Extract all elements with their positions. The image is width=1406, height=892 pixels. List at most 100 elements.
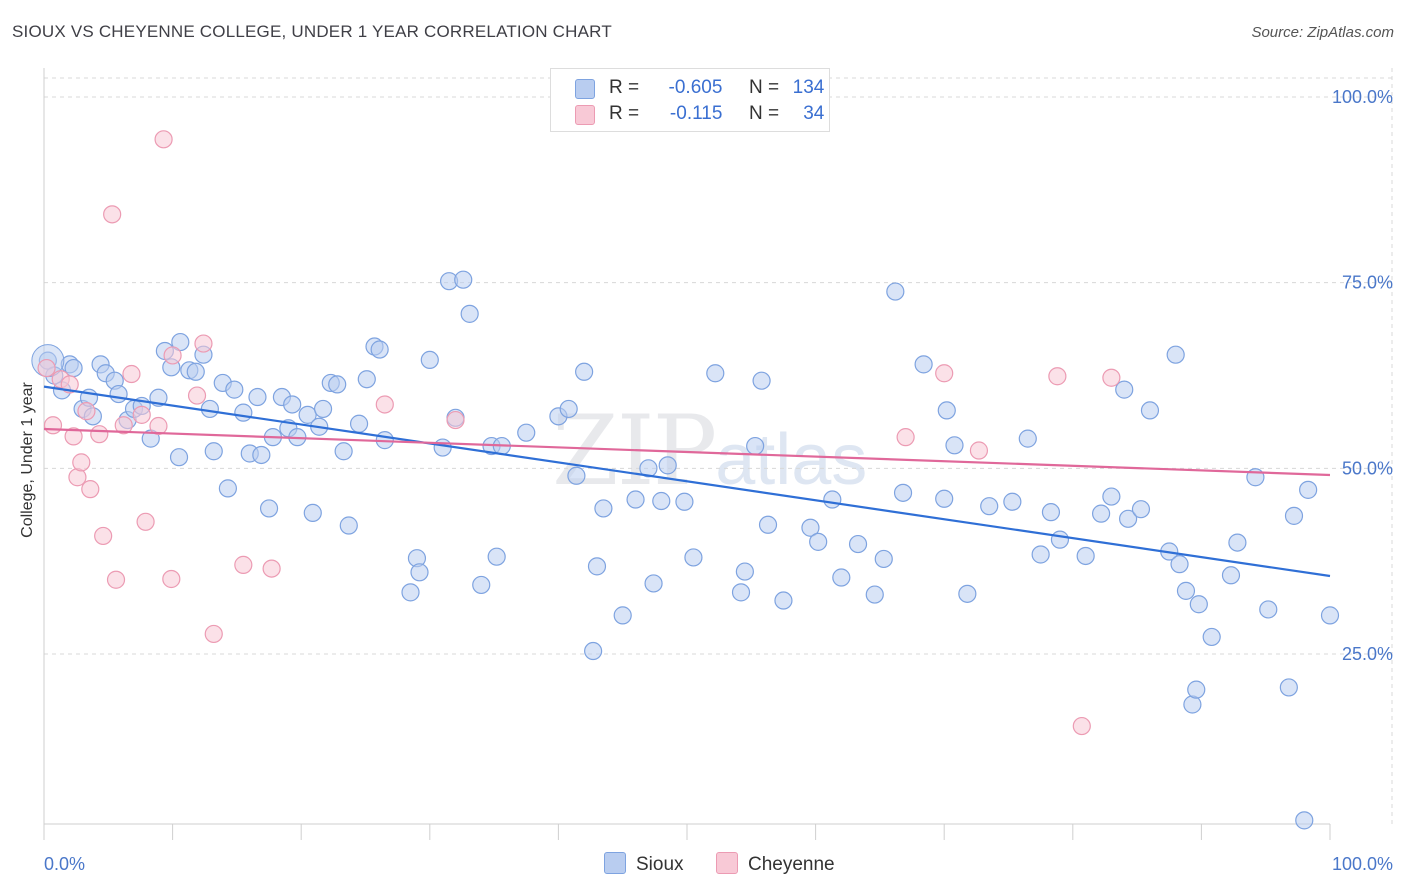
sioux-point: [460, 304, 479, 323]
sioux-point: [758, 515, 778, 534]
sioux-point: [410, 563, 429, 582]
sioux-point: [587, 557, 607, 576]
sioux-point: [613, 606, 632, 625]
sioux-point: [567, 466, 586, 485]
sioux-point: [559, 399, 578, 419]
sioux-point: [914, 355, 933, 374]
bottom-legend-label-cheyenne: Cheyenne: [748, 854, 835, 875]
sioux-point: [204, 442, 223, 461]
cheyenne-point: [234, 555, 253, 574]
sioux-point: [169, 448, 189, 467]
sioux-point: [1102, 487, 1121, 506]
sioux-point: [171, 332, 190, 352]
sioux-point: [1031, 545, 1050, 564]
sioux-point: [1003, 492, 1022, 511]
watermark: ZIPatlas: [552, 395, 867, 507]
cheyenne-point: [187, 386, 207, 405]
sioux-point: [675, 492, 694, 511]
sioux-point: [433, 438, 452, 457]
legend-r-label: R =: [609, 103, 640, 124]
sioux-point: [823, 490, 842, 509]
sioux-point: [357, 370, 376, 389]
cheyenne-trend-line: [43, 427, 1331, 477]
sioux-point: [1050, 530, 1070, 549]
sioux-point: [1041, 503, 1061, 522]
cheyenne-point: [1072, 716, 1091, 736]
cheyenne-point: [43, 416, 63, 435]
sioux-point: [937, 401, 956, 420]
legend-swatch-sioux: [575, 79, 595, 99]
sioux-point: [848, 534, 868, 554]
sioux-point: [472, 575, 491, 595]
sioux-trend-line: [43, 385, 1331, 578]
y-tick-label: 25.0%: [1342, 644, 1393, 664]
cheyenne-points: [37, 130, 1121, 736]
cheyenne-point: [896, 428, 915, 447]
sioux-point: [1091, 504, 1111, 523]
sioux-point: [517, 423, 536, 442]
sioux-point: [283, 395, 302, 414]
sioux-point: [1228, 533, 1247, 552]
sioux-point: [401, 583, 420, 602]
cheyenne-point: [194, 334, 213, 353]
sioux-point: [575, 362, 594, 381]
cheyenne-point: [90, 425, 109, 444]
chart-source: Source: ZipAtlas.com: [1251, 24, 1394, 41]
sioux-point: [1018, 429, 1037, 448]
legend-r-label: R =: [609, 77, 640, 98]
legend-swatch-cheyenne: [575, 105, 595, 125]
sioux-point: [218, 479, 237, 498]
sioux-point: [1166, 345, 1185, 364]
sioux-point: [1202, 627, 1221, 647]
cheyenne-point: [163, 346, 182, 365]
sioux-point: [313, 399, 333, 419]
cheyenne-point: [375, 395, 394, 414]
sioux-point: [1279, 678, 1298, 697]
sioux-point: [1299, 480, 1318, 499]
cheyenne-point: [122, 364, 141, 384]
cheyenne-point: [60, 375, 79, 394]
legend-r-value: -0.605: [668, 77, 723, 98]
sioux-point: [652, 491, 671, 511]
sioux-point: [328, 375, 347, 394]
cheyenne-point: [37, 358, 56, 378]
y-tick-label: 100.0%: [1332, 87, 1393, 107]
trend-lines: [43, 385, 1331, 578]
cheyenne-point: [154, 130, 173, 149]
sioux-point: [746, 436, 765, 456]
sioux-point: [1284, 506, 1304, 525]
chart-title: SIOUX VS CHEYENNE COLLEGE, UNDER 1 YEAR …: [12, 22, 612, 41]
sioux-point: [1131, 500, 1151, 519]
sioux-point: [1115, 380, 1134, 399]
x-tick-label: 100.0%: [1332, 854, 1393, 874]
cheyenne-point: [204, 624, 223, 644]
sioux-point: [1259, 600, 1278, 619]
sioux-point: [644, 574, 663, 593]
sioux-point: [1170, 555, 1189, 574]
y-axis-label: College, Under 1 year: [19, 382, 36, 538]
sioux-point: [1189, 595, 1208, 614]
sioux-point: [1140, 401, 1160, 420]
cheyenne-point: [77, 402, 96, 421]
legend-n-value: 34: [803, 103, 825, 124]
legend-n-label: N =: [748, 103, 780, 124]
sioux-point: [370, 340, 389, 359]
sioux-point: [886, 282, 905, 301]
cheyenne-point: [132, 405, 151, 424]
cheyenne-point: [136, 512, 155, 531]
cheyenne-point: [446, 410, 465, 430]
sioux-point: [454, 270, 473, 289]
sioux-point: [774, 591, 793, 610]
cheyenne-point: [94, 526, 113, 546]
bottom-legend-swatch-sioux: [604, 852, 626, 874]
bottom-legend-sioux: Sioux: [604, 852, 684, 876]
bottom-legend-cheyenne: Cheyenne: [716, 852, 835, 876]
sioux-point: [639, 459, 658, 478]
sioux-point: [752, 371, 771, 390]
sioux-point: [980, 497, 999, 516]
sioux-point: [234, 403, 253, 422]
sioux-point: [186, 362, 205, 381]
sioux-point: [259, 499, 279, 518]
legend-text-sioux: R = -0.605 N = 134: [609, 77, 824, 99]
bottom-legend-label-sioux: Sioux: [636, 854, 684, 875]
